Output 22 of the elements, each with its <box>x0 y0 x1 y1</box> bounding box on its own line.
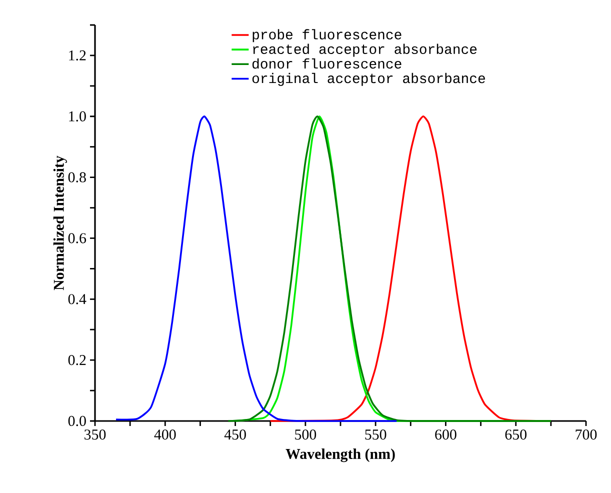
x-tick-label: 700 <box>576 430 597 440</box>
y-tick-label: 1.2 <box>69 50 86 61</box>
y-axis-title: Normalized Intensity <box>53 156 67 290</box>
x-tick-label: 350 <box>84 430 106 440</box>
y-tick-label: 1.0 <box>69 111 86 122</box>
x-tick-label: 450 <box>224 430 246 440</box>
x-tick-label: 550 <box>365 430 386 440</box>
y-tick-label: 0.4 <box>68 294 86 304</box>
legend-label: reacted acceptor absorbance <box>253 44 477 57</box>
x-tick-label: 400 <box>154 430 176 440</box>
y-tick-label: 0.0 <box>68 416 86 426</box>
y-tick-label: 0.6 <box>68 233 86 244</box>
x-tick-label: 650 <box>505 430 527 440</box>
line-series <box>115 115 398 422</box>
x-tick-label: 600 <box>435 430 456 440</box>
legend-label: donor fluorescence <box>252 58 402 69</box>
y-tick-label: 0.8 <box>68 172 86 182</box>
x-tick-label: 500 <box>295 430 316 440</box>
legend-label: original acceptor absorbance <box>252 72 485 86</box>
x-axis-title: Wavelength (nm) <box>286 448 395 462</box>
y-tick-label: 0.2 <box>68 355 86 366</box>
legend-label: probe fluorescence <box>252 29 402 42</box>
